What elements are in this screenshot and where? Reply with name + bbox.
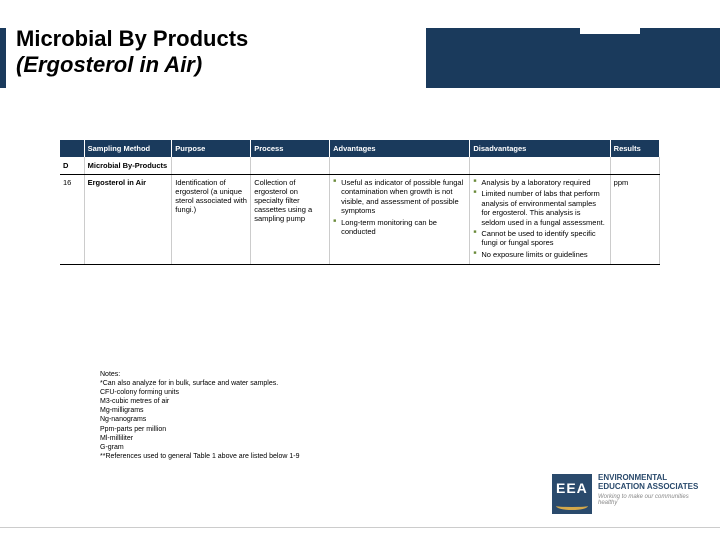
logo-text-wrap: ENVIRONMENTAL EDUCATION ASSOCIATES Worki… xyxy=(598,474,702,506)
note-line: **References used to general Table 1 abo… xyxy=(100,452,380,461)
table-container: Sampling Method Purpose Process Advantag… xyxy=(60,140,660,265)
note-line: Mg-milligrams xyxy=(100,406,380,415)
logo-swoosh-icon xyxy=(556,502,588,510)
sampling-table: Sampling Method Purpose Process Advantag… xyxy=(60,140,660,265)
th-advantages: Advantages xyxy=(330,140,470,157)
th-method: Sampling Method xyxy=(84,140,172,157)
adv-item: Long-term monitoring can be conducted xyxy=(333,218,466,237)
dis-item: Analysis by a laboratory required xyxy=(473,178,606,187)
note-line: M3-cubic metres of air xyxy=(100,397,380,406)
dis-item: Limited number of labs that perform anal… xyxy=(473,189,606,227)
logo-abbr: EEA xyxy=(556,480,588,496)
corner-notch xyxy=(580,20,640,34)
adv-item: Useful as indicator of possible fungal c… xyxy=(333,178,466,216)
note-line: *Can also analyze for in bulk, surface a… xyxy=(100,379,380,388)
note-line: G-gram xyxy=(100,443,380,452)
row-advantages: Useful as indicator of possible fungal c… xyxy=(330,175,470,265)
title-line1: Microbial By Products xyxy=(16,26,416,52)
note-line: Ng-nanograms xyxy=(100,415,380,424)
dis-item: No exposure limits or guidelines xyxy=(473,250,606,259)
note-line: Ml-milliliter xyxy=(100,434,380,443)
row-id: 16 xyxy=(60,175,84,265)
notes-block: Notes: *Can also analyze for in bulk, su… xyxy=(100,370,380,461)
table-header-row: Sampling Method Purpose Process Advantag… xyxy=(60,140,660,157)
logo-tagline: Working to make our communities healthy xyxy=(598,494,702,506)
note-line: CFU-colony forming units xyxy=(100,388,380,397)
logo-mark: EEA xyxy=(552,474,592,514)
th-disadvantages: Disadvantages xyxy=(470,140,610,157)
section-label: Microbial By-Products xyxy=(84,157,172,175)
logo-line2: EDUCATION ASSOCIATES xyxy=(598,483,702,492)
section-row: D Microbial By-Products xyxy=(60,157,660,175)
dis-item: Cannot be used to identify specific fung… xyxy=(473,229,606,248)
row-results: ppm xyxy=(610,175,659,265)
row-purpose: Identification of ergosterol (a unique s… xyxy=(172,175,251,265)
th-id xyxy=(60,140,84,157)
logo-block: EEA ENVIRONMENTAL EDUCATION ASSOCIATES W… xyxy=(552,474,702,520)
notes-heading: Notes: xyxy=(100,370,380,379)
th-process: Process xyxy=(251,140,330,157)
section-id: D xyxy=(60,157,84,175)
bottom-rule xyxy=(0,527,720,528)
row-process: Collection of ergosterol on specialty fi… xyxy=(251,175,330,265)
note-line: Ppm-parts per million xyxy=(100,425,380,434)
title-box: Microbial By Products (Ergosterol in Air… xyxy=(6,20,426,96)
row-method: Ergosterol in Air xyxy=(84,175,172,265)
th-purpose: Purpose xyxy=(172,140,251,157)
table-row: 16 Ergosterol in Air Identification of e… xyxy=(60,175,660,265)
row-disadvantages: Analysis by a laboratory required Limite… xyxy=(470,175,610,265)
th-results: Results xyxy=(610,140,659,157)
title-line2: (Ergosterol in Air) xyxy=(16,52,416,78)
